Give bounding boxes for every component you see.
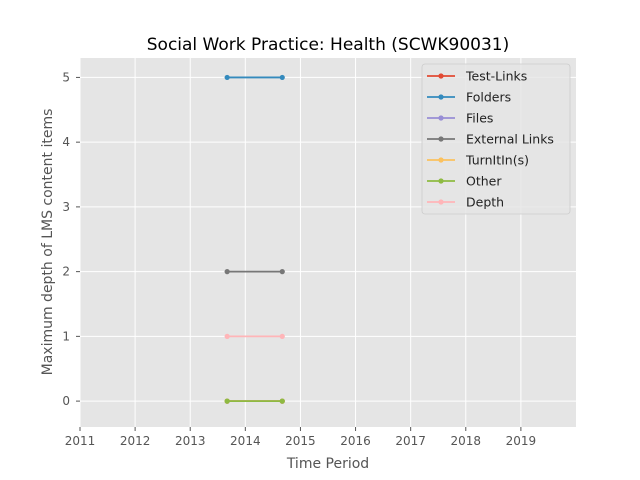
- series-layer: [224, 74, 285, 404]
- legend-label: TurnItIn(s): [465, 153, 529, 168]
- x-axis-label: Time Period: [286, 456, 369, 472]
- legend-items: Test-Links Folders Files External Links Turn…: [427, 69, 554, 210]
- x-tick-label: 2012: [120, 434, 151, 448]
- series-other: [224, 398, 285, 404]
- x-tick-label: 2015: [285, 434, 316, 448]
- legend-marker: [438, 136, 444, 142]
- legend-marker: [438, 199, 444, 205]
- legend-box: [421, 63, 571, 215]
- legend-label: Other: [466, 174, 502, 189]
- legend-entry: TurnItIn(s): [427, 153, 529, 168]
- legend-label: External Links: [466, 132, 554, 147]
- grid: [79, 58, 576, 427]
- data-point: [279, 74, 285, 81]
- legend-entry: Folders: [427, 90, 511, 105]
- legend-entry: Depth: [427, 195, 504, 210]
- y-axis-label: Maximum depth of LMS content items: [40, 109, 56, 376]
- x-tick-label: 2019: [506, 434, 537, 448]
- legend: Test-Links Folders Files External Links Turn…: [421, 63, 571, 215]
- series-depth: [224, 333, 285, 339]
- data-point: [279, 398, 285, 404]
- ticks: 2011 2012 2013 2014 2015 2016 2017 2018 2019 0 1 2 3…: [62, 70, 536, 448]
- y-tick-label: 2: [62, 265, 70, 279]
- data-point: [224, 398, 230, 404]
- y-tick-label: 5: [62, 70, 70, 84]
- legend-entry: Other: [427, 174, 502, 189]
- data-point: [279, 269, 285, 275]
- y-tick-label: 3: [62, 200, 70, 214]
- legend-marker: [438, 157, 444, 163]
- series-folders: [224, 74, 285, 81]
- y-tick-label: 1: [62, 329, 70, 343]
- legend-entry: Files: [427, 111, 493, 126]
- x-tick-label: 2011: [65, 434, 96, 448]
- legend-entry: Test-Links: [427, 69, 527, 84]
- series-external-links: [224, 269, 285, 275]
- legend-label: Depth: [466, 195, 504, 210]
- legend-marker: [438, 94, 444, 100]
- data-point: [224, 333, 230, 339]
- x-tick-label: 2017: [395, 434, 426, 448]
- x-tick-label: 2013: [175, 434, 206, 448]
- legend-label: Files: [466, 111, 493, 126]
- data-point: [279, 333, 285, 339]
- legend-entry: External Links: [427, 132, 554, 147]
- legend-marker: [438, 73, 444, 79]
- x-tick-label: 2014: [230, 434, 261, 448]
- chart-title: Social Work Practice: Health (SCWK90031): [147, 35, 509, 55]
- legend-marker: [438, 115, 444, 121]
- y-tick-label: 4: [62, 135, 70, 149]
- data-point: [224, 74, 230, 81]
- legend-marker: [438, 178, 444, 184]
- data-point: [224, 269, 230, 275]
- legend-label: Folders: [466, 90, 511, 105]
- legend-label: Test-Links: [465, 69, 527, 84]
- y-tick-label: 0: [62, 394, 70, 408]
- x-tick-label: 2018: [451, 434, 482, 448]
- x-tick-label: 2016: [340, 434, 371, 448]
